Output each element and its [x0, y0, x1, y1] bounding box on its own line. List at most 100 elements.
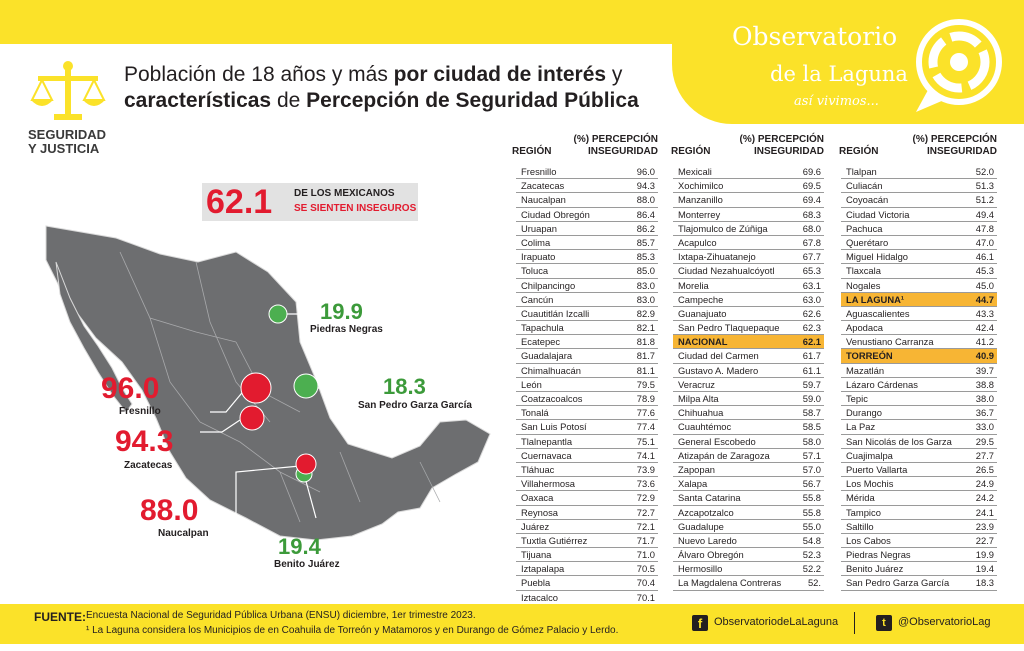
region-cell: Hermosillo [678, 563, 723, 575]
region-cell: Gustavo A. Madero [678, 364, 759, 376]
value-cell: 72.9 [636, 492, 655, 504]
brand-line2: de la Laguna [770, 62, 908, 86]
value-cell: 75.1 [636, 435, 655, 447]
region-cell: Xalapa [678, 478, 708, 490]
value-cell: 51.2 [975, 194, 994, 206]
table-row: Xalapa 56.7 [673, 477, 824, 492]
region-cell: La Magdalena Contreras [678, 577, 782, 589]
table-row: Nogales 45.0 [841, 279, 997, 293]
region-cell: Ciudad Nezahualcóyotl [678, 265, 775, 277]
value-cell: 77.4 [636, 421, 655, 433]
facebook-link[interactable]: ObservatoriodeLaLaguna [714, 616, 839, 628]
value-cell: 72.1 [636, 520, 655, 532]
table-row: Tlaxcala 45.3 [841, 264, 997, 279]
table-row: Ciudad Obregón 86.4 [516, 208, 658, 222]
region-cell: Chilpancingo [521, 279, 576, 291]
table-row: Puerto Vallarta 26.5 [841, 463, 997, 478]
label-fresnillo-value: 96.0 [101, 372, 160, 405]
region-cell: Oaxaca [521, 492, 554, 504]
region-cell: Ecatepec [521, 336, 561, 348]
value-cell: 42.4 [975, 322, 994, 334]
region-cell: General Escobedo [678, 435, 756, 447]
value-cell: 22.7 [975, 534, 994, 546]
region-cell: Tijuana [521, 549, 552, 561]
value-cell: 29.5 [975, 435, 994, 447]
value-cell: 94.3 [636, 180, 655, 192]
facebook-icon[interactable]: f [692, 615, 708, 631]
region-cell: TORREÓN [846, 350, 893, 362]
table-row: Toluca 85.0 [516, 264, 658, 279]
region-cell: Uruapan [521, 222, 557, 234]
table-row: Los Mochis 24.9 [841, 477, 997, 492]
marker-naucalpan [295, 453, 317, 475]
table-row: Xochimilco 69.5 [673, 179, 824, 194]
value-cell: 63.0 [802, 293, 821, 305]
region-cell: Veracruz [678, 378, 715, 390]
table-row: La Magdalena Contreras 52. [673, 576, 824, 591]
table-row: Acapulco 67.8 [673, 236, 824, 251]
table-row: Tlalpan 52.0 [841, 165, 997, 180]
table-row: Reynosa 72.7 [516, 506, 658, 520]
value-cell: 45.0 [975, 279, 994, 291]
region-cell: Cuautitlán Izcalli [521, 307, 590, 319]
value-cell: 62.6 [802, 307, 821, 319]
region-cell: Morelia [678, 279, 709, 291]
national-stat-line1: DE LOS MEXICANOS [294, 188, 395, 199]
national-stat-box: 62.1 DE LOS MEXICANOS SE SIENTEN INSEGUR… [202, 183, 418, 221]
table-row: TORREÓN 40.9 [841, 349, 997, 364]
table-row: San Pedro Tlaquepaque 62.3 [673, 321, 824, 336]
footer-note-text: ¹ La Laguna considera los Municipios de … [86, 625, 619, 636]
region-cell: Álvaro Obregón [678, 549, 744, 561]
region-cell: Iztacalco [521, 591, 558, 603]
twitter-link[interactable]: @ObservatorioLag [898, 616, 991, 628]
region-cell: Guadalupe [678, 520, 724, 532]
table-row: Zapopan 57.0 [673, 463, 824, 478]
region-cell: Zacatecas [521, 180, 565, 192]
table-row: Mazatlán 39.7 [841, 364, 997, 378]
value-cell: 69.5 [802, 180, 821, 192]
region-cell: Los Mochis [846, 478, 894, 490]
table-row: Irapuato 85.3 [516, 250, 658, 265]
region-cell: Tepic [846, 393, 868, 404]
table-row: Fresnillo 96.0 [516, 165, 658, 180]
mexico-map [45, 225, 491, 541]
table-row: Iztacalco 70.1 [516, 591, 658, 605]
value-cell: 39.7 [975, 364, 994, 376]
region-cell: Irapuato [521, 251, 556, 263]
table-row: Hermosillo 52.2 [673, 562, 824, 577]
value-cell: 82.1 [636, 322, 655, 334]
value-cell: 36.7 [975, 407, 994, 419]
value-cell: 43.3 [975, 307, 994, 319]
label-benito-juarez-value: 19.4 [278, 534, 321, 559]
table-row: Gustavo A. Madero 61.1 [673, 364, 824, 378]
table-row: León 79.5 [516, 378, 658, 392]
label-zacatecas-city: Zacatecas [124, 460, 173, 471]
region-cell: Mexicali [678, 166, 712, 177]
region-cell: San Luis Potosí [521, 421, 587, 433]
region-cell: Querétaro [846, 236, 889, 248]
table-row: Iztapalapa 70.5 [516, 562, 658, 577]
twitter-icon[interactable]: t [876, 615, 892, 631]
region-cell: Ciudad del Carmen [678, 350, 759, 362]
value-cell: 24.9 [975, 478, 994, 490]
value-cell: 58.5 [802, 421, 821, 433]
col-header-pct: (%) PERCEPCIÓN INSEGURIDAD [912, 134, 997, 157]
table-row: Saltillo 23.9 [841, 520, 997, 534]
region-cell: Tláhuac [521, 463, 555, 475]
region-cell: Coatzacoalcos [521, 393, 583, 404]
region-cell: Mazatlán [846, 364, 885, 376]
region-cell: Fresnillo [521, 166, 557, 177]
value-cell: 45.3 [975, 265, 994, 277]
region-cell: Colima [521, 236, 551, 248]
region-cell: Tlaxcala [846, 265, 881, 277]
table-row: Ixtapa-Zihuatanejo 67.7 [673, 250, 824, 265]
marker-piedras-negras [268, 304, 288, 324]
region-cell: Chimalhuacán [521, 364, 581, 376]
region-cell: Miguel Hidalgo [846, 251, 909, 263]
table-row: Tláhuac 73.9 [516, 463, 658, 478]
region-cell: Tuxtla Gutiérrez [521, 534, 588, 546]
region-cell: Milpa Alta [678, 393, 719, 404]
region-cell: Puerto Vallarta [846, 463, 908, 475]
national-stat-value: 62.1 [206, 183, 273, 221]
table-row: Colima 85.7 [516, 236, 658, 251]
